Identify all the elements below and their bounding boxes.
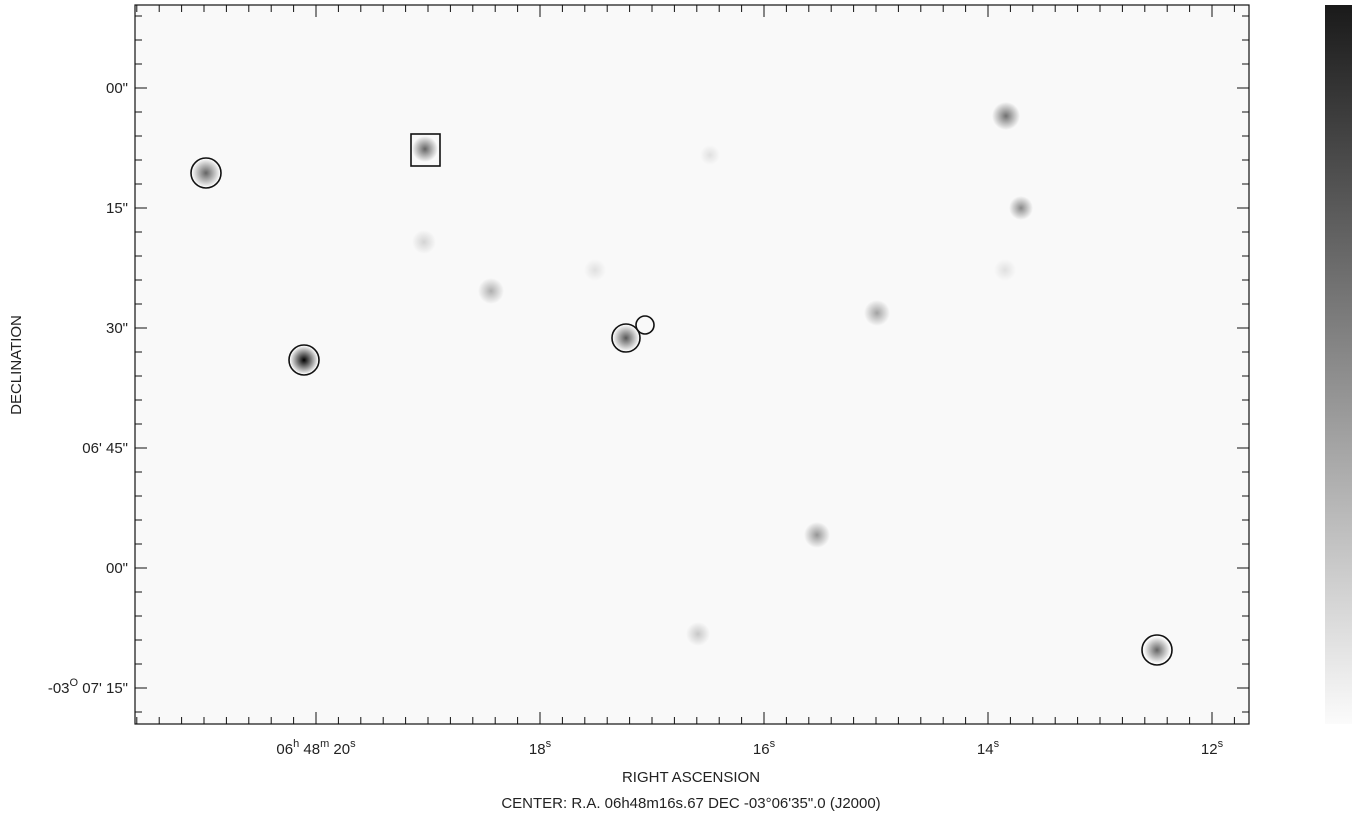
y-axis-label: DECLINATION bbox=[8, 315, 25, 415]
x-tick-label: 06h 48m 20s bbox=[276, 738, 356, 758]
x-tick-label-part: 16 bbox=[753, 741, 770, 758]
source bbox=[686, 622, 710, 646]
colorbar bbox=[1325, 5, 1352, 724]
source bbox=[864, 300, 890, 326]
x-tick-label-part: m bbox=[320, 738, 329, 750]
page: {"axes": { "x_label": "RIGHT ASCENSION",… bbox=[0, 0, 1356, 821]
source bbox=[192, 159, 220, 187]
y-tick-label: 00" bbox=[106, 560, 128, 577]
y-tick-label-part: 15" bbox=[106, 200, 128, 217]
source bbox=[584, 259, 606, 281]
x-tick-label-part: 14 bbox=[977, 741, 994, 758]
x-tick-label-part: s bbox=[546, 738, 552, 750]
x-tick-label: 16s bbox=[753, 738, 776, 758]
y-tick-label-part: 00" bbox=[106, 560, 128, 577]
source bbox=[992, 102, 1020, 130]
source bbox=[994, 259, 1016, 281]
x-tick-label: 18s bbox=[529, 738, 552, 758]
source bbox=[700, 145, 720, 165]
y-tick-label-part: -03 bbox=[48, 680, 70, 697]
source bbox=[478, 278, 504, 304]
caption: CENTER: R.A. 06h48m16s.67 DEC -03°06'35"… bbox=[501, 795, 880, 812]
x-tick-label: 12s bbox=[1201, 738, 1224, 758]
y-tick-label: 15" bbox=[106, 200, 128, 217]
x-tick-label-part: s bbox=[770, 738, 776, 750]
y-tick-label: 00" bbox=[106, 80, 128, 97]
x-tick-label-part: 12 bbox=[1201, 741, 1218, 758]
x-tick-label-part: s bbox=[1218, 738, 1224, 750]
source bbox=[1144, 637, 1170, 663]
source bbox=[1009, 196, 1033, 220]
y-tick-label-part: 07' 15" bbox=[78, 680, 128, 697]
sky-chart: RIGHT ASCENSION DECLINATION CENTER: R.A.… bbox=[0, 0, 1356, 816]
y-tick-label: -03O 07' 15" bbox=[48, 677, 128, 697]
x-tick-label-part: 48 bbox=[299, 741, 320, 758]
x-tick-label-part: 18 bbox=[529, 741, 546, 758]
x-tick-label-part: s bbox=[994, 738, 1000, 750]
x-tick-label: 14s bbox=[977, 738, 1000, 758]
y-tick-label-part: 00" bbox=[106, 80, 128, 97]
y-tick-label: 30" bbox=[106, 320, 128, 337]
y-tick-label-part: 06' 45" bbox=[82, 440, 128, 457]
source bbox=[613, 325, 639, 351]
x-tick-label-part: 20 bbox=[329, 741, 350, 758]
source bbox=[412, 230, 436, 254]
source bbox=[412, 136, 438, 162]
y-tick-label-part: 30" bbox=[106, 320, 128, 337]
x-tick-label-part: s bbox=[350, 738, 356, 750]
y-tick-label: 06' 45" bbox=[82, 440, 128, 457]
x-axis-label: RIGHT ASCENSION bbox=[622, 769, 760, 786]
x-tick-label-part: 06 bbox=[276, 741, 293, 758]
source bbox=[804, 522, 830, 548]
source bbox=[290, 346, 318, 374]
